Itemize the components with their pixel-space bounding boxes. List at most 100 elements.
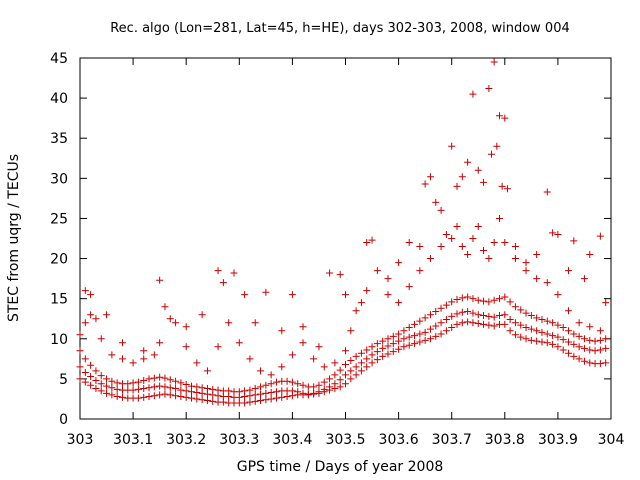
data-point (92, 315, 100, 323)
data-point (411, 320, 419, 328)
data-point (458, 243, 466, 251)
data-point (97, 335, 105, 343)
data-point (538, 338, 546, 346)
data-point (416, 267, 424, 275)
data-point (490, 313, 498, 321)
data-point (421, 328, 429, 336)
data-point (591, 347, 599, 355)
data-point (453, 310, 461, 318)
data-point (533, 275, 541, 283)
data-point (554, 343, 562, 351)
x-tick-label: 303.1 (113, 432, 153, 448)
data-point (549, 340, 557, 348)
data-point (501, 293, 509, 301)
data-point (193, 383, 201, 391)
data-point (464, 251, 472, 259)
data-point (437, 243, 445, 251)
data-point (326, 269, 334, 277)
data-point (511, 243, 519, 251)
data-point (596, 346, 604, 354)
data-point (485, 312, 493, 320)
data-point (517, 333, 525, 341)
data-point (416, 338, 424, 346)
data-point (437, 206, 445, 214)
data-point (538, 316, 546, 324)
data-point (129, 359, 137, 367)
data-point (538, 328, 546, 336)
data-point (235, 339, 243, 347)
data-point (480, 320, 488, 328)
data-point (533, 337, 541, 345)
x-tick-label: 303.6 (379, 432, 419, 448)
data-point (416, 330, 424, 338)
data-point (92, 376, 100, 384)
data-point (182, 381, 190, 389)
data-point (485, 255, 493, 263)
data-point (432, 308, 440, 316)
data-point (140, 385, 148, 393)
data-point (272, 394, 280, 402)
data-point (145, 384, 153, 392)
data-point (230, 269, 238, 277)
data-point (182, 387, 190, 395)
data-point (591, 337, 599, 345)
data-point (257, 390, 265, 398)
data-point (469, 319, 477, 327)
data-point (304, 390, 312, 398)
data-point (575, 343, 583, 351)
data-point (373, 340, 381, 348)
data-point (421, 336, 429, 344)
data-point (384, 342, 392, 350)
data-point (506, 298, 514, 306)
data-point (511, 331, 519, 339)
x-axis-label: GPS time / Days of year 2008 (237, 459, 444, 475)
data-point (87, 311, 95, 319)
data-point (331, 371, 339, 379)
data-point (262, 288, 270, 296)
x-tick-label: 303.5 (325, 432, 365, 448)
data-point (357, 299, 365, 307)
data-point (522, 267, 530, 275)
data-point (193, 395, 201, 403)
data-point (565, 267, 573, 275)
data-point (262, 396, 270, 404)
data-point (357, 349, 365, 357)
data-point (464, 308, 472, 316)
data-point (363, 355, 371, 363)
data-point (554, 333, 562, 341)
data-point (262, 389, 270, 397)
data-point (565, 307, 573, 315)
data-point (336, 366, 344, 374)
chart-title: Rec. algo (Lon=281, Lat=45, h=HE), days … (110, 21, 570, 36)
data-point (92, 385, 100, 393)
data-point (182, 343, 190, 351)
data-point (522, 259, 530, 267)
data-point (570, 352, 578, 360)
data-point (241, 399, 249, 407)
data-point (522, 324, 530, 332)
data-point (251, 385, 259, 393)
data-point (177, 393, 185, 401)
data-point (172, 385, 180, 393)
data-point (103, 389, 111, 397)
y-tick-label: 25 (50, 211, 68, 227)
data-point (389, 332, 397, 340)
data-point (586, 336, 594, 344)
x-tick-label: 303.4 (272, 432, 312, 448)
data-point (150, 351, 158, 359)
data-point (389, 340, 397, 348)
data-point (87, 381, 95, 389)
data-point (442, 230, 450, 238)
data-point (140, 347, 148, 355)
data-point (315, 388, 323, 396)
data-point (527, 325, 535, 333)
data-point (156, 382, 164, 390)
data-point (506, 327, 514, 335)
data-point (453, 295, 461, 303)
data-point (182, 323, 190, 331)
data-point (379, 337, 387, 345)
data-point (145, 393, 153, 401)
data-point (511, 319, 519, 327)
data-point (87, 361, 95, 369)
data-point (580, 357, 588, 365)
